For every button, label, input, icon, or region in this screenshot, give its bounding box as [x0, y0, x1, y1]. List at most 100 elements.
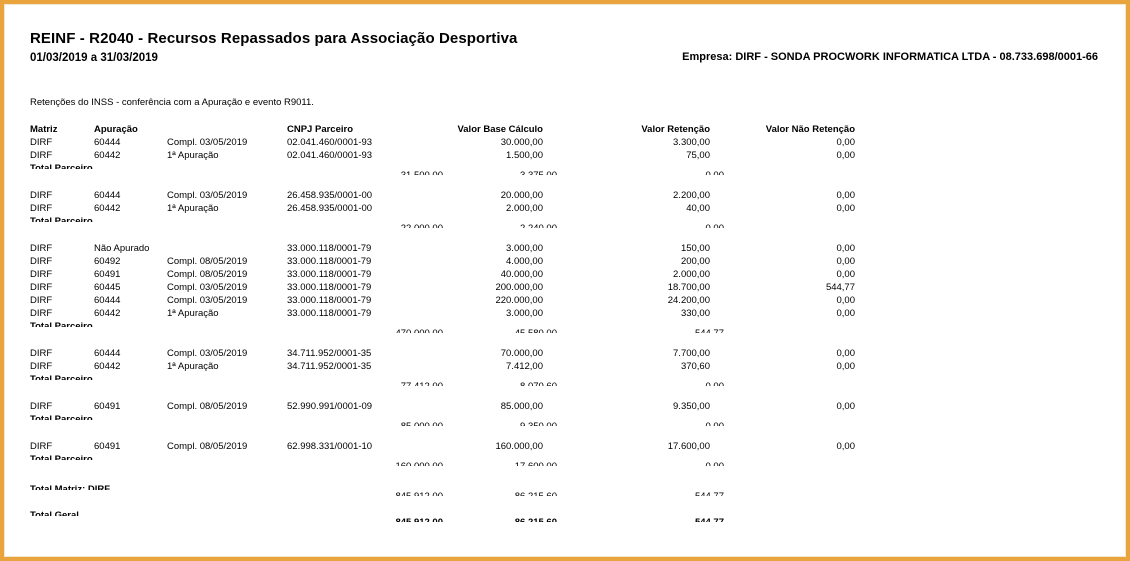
table-cell: 60442	[94, 150, 121, 161]
table-cell: 0,00	[836, 137, 856, 148]
table-row: DIRF 60442 1ª Apuração 26.458.935/0001-00 2.…	[30, 202, 1098, 215]
total-value: 845.912,00	[395, 516, 443, 523]
total-value: 0,00	[705, 169, 725, 176]
table-cell: 34.711.952/0001-35	[287, 348, 372, 359]
total-value: 544,77	[694, 490, 724, 497]
table-cell: 17.600,00	[667, 441, 710, 452]
title-block: REINF - R2040 - Recursos Repassados para…	[30, 30, 518, 64]
table-row: DIRF 60491 Compl. 08/05/2019 33.000.118/000…	[30, 268, 1098, 281]
table-cell: 40.000,00	[500, 269, 543, 280]
table-cell: Compl. 03/05/2019	[167, 137, 248, 148]
table-row: DIRF 60444 Compl. 03/05/2019 02.041.460/000…	[30, 136, 1098, 149]
table-cell: 60442	[94, 308, 121, 319]
table-row: DIRF 60492 Compl. 08/05/2019 33.000.118/000…	[30, 255, 1098, 268]
total-value: 31.500,00	[400, 169, 443, 176]
table-cell: 85.000,00	[500, 401, 543, 412]
total-row: Total Parceiro 85.000,00 9.350,00 0,00	[30, 413, 1098, 426]
total-parceiro-label: Total Parceiro	[30, 454, 93, 460]
total-row: Total Parceiro 470.000,00 45.580,00 544,77	[30, 320, 1098, 333]
total-value: 17.600,00	[514, 460, 557, 467]
table-cell: 60444	[94, 348, 121, 359]
table-cell: DIRF	[30, 190, 53, 201]
total-value: 470.000,00	[395, 327, 443, 334]
table-cell: 60442	[94, 203, 121, 214]
total-value: 9.350,00	[520, 420, 557, 427]
table-cell: DIRF	[30, 256, 53, 267]
report-subtitle: Retenções do INSS - conferência com a Ap…	[30, 97, 314, 108]
company-label: Empresa: DIRF - SONDA PROCWORK INFORMATI…	[682, 51, 1098, 63]
table-cell: 33.000.118/0001-79	[287, 256, 372, 267]
column-header-matriz: Matriz	[30, 124, 58, 135]
total-value: 86.215,60	[514, 516, 557, 523]
table-cell: 0,00	[836, 256, 856, 267]
table-cell: 150,00	[680, 243, 710, 254]
total-row: Total Geral 845.912,00 86.215,60 544,77	[30, 509, 1098, 522]
table-cell: 330,00	[680, 308, 710, 319]
table-cell: 62.998.331/0001-10	[287, 441, 373, 452]
table-cell: DIRF	[30, 295, 53, 306]
table-cell: DIRF	[30, 150, 53, 161]
total-parceiro-label: Total Parceiro	[30, 163, 93, 169]
table-row: DIRF 60442 1ª Apuração 02.041.460/0001-93 1.…	[30, 149, 1098, 162]
table-cell: 60492	[94, 256, 121, 267]
table-cell: 0,00	[836, 361, 856, 372]
table-row: DIRF 60444 Compl. 03/05/2019 26.458.935/000…	[30, 189, 1098, 202]
total-value: 160.000,00	[395, 460, 443, 467]
table-cell: 3.000,00	[506, 243, 543, 254]
table-cell: 20.000,00	[500, 190, 543, 201]
table-cell	[167, 242, 287, 255]
table-cell: 60444	[94, 137, 121, 148]
total-geral-label: Total Geral	[30, 510, 79, 516]
table-cell: 1ª Apuração	[167, 308, 219, 319]
table-cell: 75,00	[686, 150, 710, 161]
table-cell: 0,00	[836, 203, 856, 214]
report-table: Matriz Apuração CNPJ Parceiro Valor Base…	[30, 123, 1098, 522]
partner-group: DIRF 60444 Compl. 03/05/2019 34.711.952/000…	[30, 347, 1098, 386]
table-cell: 4.000,00	[506, 256, 543, 267]
table-cell: 1.500,00	[506, 150, 543, 161]
table-cell: 0,00	[836, 190, 856, 201]
table-cell: 60444	[94, 295, 121, 306]
table-cell: 160.000,00	[495, 441, 543, 452]
total-row: Total Parceiro 31.500,00 3.375,00 0,00	[30, 162, 1098, 175]
table-body: DIRF 60444 Compl. 03/05/2019 02.041.460/000…	[30, 136, 1098, 522]
total-parceiro-label: Total Parceiro	[30, 321, 93, 327]
partner-group: DIRF 60491 Compl. 08/05/2019 52.990.991/000…	[30, 400, 1098, 426]
table-row: DIRF 60445 Compl. 03/05/2019 33.000.118/000…	[30, 281, 1098, 294]
table-cell: 7.700,00	[673, 348, 710, 359]
table-cell: DIRF	[30, 308, 53, 319]
total-matriz-label: Total Matriz: DIRF	[30, 484, 111, 490]
table-cell: 0,00	[836, 150, 856, 161]
table-cell: 60491	[94, 441, 121, 452]
total-value: 0,00	[705, 222, 725, 229]
table-cell: DIRF	[30, 243, 53, 254]
total-row: Total Matriz: DIRF 845.912,00 86.215,60 544…	[30, 483, 1098, 496]
column-header-valor-retencao: Valor Retenção	[641, 124, 710, 135]
total-row: Total Parceiro 22.000,00 2.240,00 0,00	[30, 215, 1098, 228]
table-cell: 220.000,00	[495, 295, 543, 306]
table-cell: 60491	[94, 269, 121, 280]
partner-group: DIRF 60444 Compl. 03/05/2019 26.458.935/000…	[30, 189, 1098, 228]
total-row: Total Parceiro 77.412,00 8.070,60 0,00	[30, 373, 1098, 386]
total-value: 0,00	[705, 460, 725, 467]
table-cell: 34.711.952/0001-35	[287, 361, 372, 372]
table-cell: DIRF	[30, 348, 53, 359]
table-cell: 30.000,00	[500, 137, 543, 148]
table-cell: DIRF	[30, 137, 53, 148]
table-cell: DIRF	[30, 203, 53, 214]
table-cell: Não Apurado	[94, 243, 150, 254]
table-cell: 9.350,00	[673, 401, 710, 412]
table-cell: 60491	[94, 401, 121, 412]
table-cell: Compl. 03/05/2019	[167, 190, 248, 201]
table-cell: 1ª Apuração	[167, 203, 219, 214]
table-cell: 33.000.118/0001-79	[287, 282, 372, 293]
table-cell: Compl. 08/05/2019	[167, 256, 248, 267]
table-cell: Compl. 08/05/2019	[167, 269, 248, 280]
table-header-row: Matriz Apuração CNPJ Parceiro Valor Base…	[30, 123, 1098, 136]
table-cell: 02.041.460/0001-93	[287, 137, 373, 148]
table-cell: 0,00	[836, 243, 856, 254]
table-row: DIRF 60442 1ª Apuração 34.711.952/0001-35 7.…	[30, 360, 1098, 373]
table-cell: 60445	[94, 282, 121, 293]
report-header: REINF - R2040 - Recursos Repassados para…	[30, 30, 1098, 64]
partner-group: DIRF 60444 Compl. 03/05/2019 02.041.460/000…	[30, 136, 1098, 175]
